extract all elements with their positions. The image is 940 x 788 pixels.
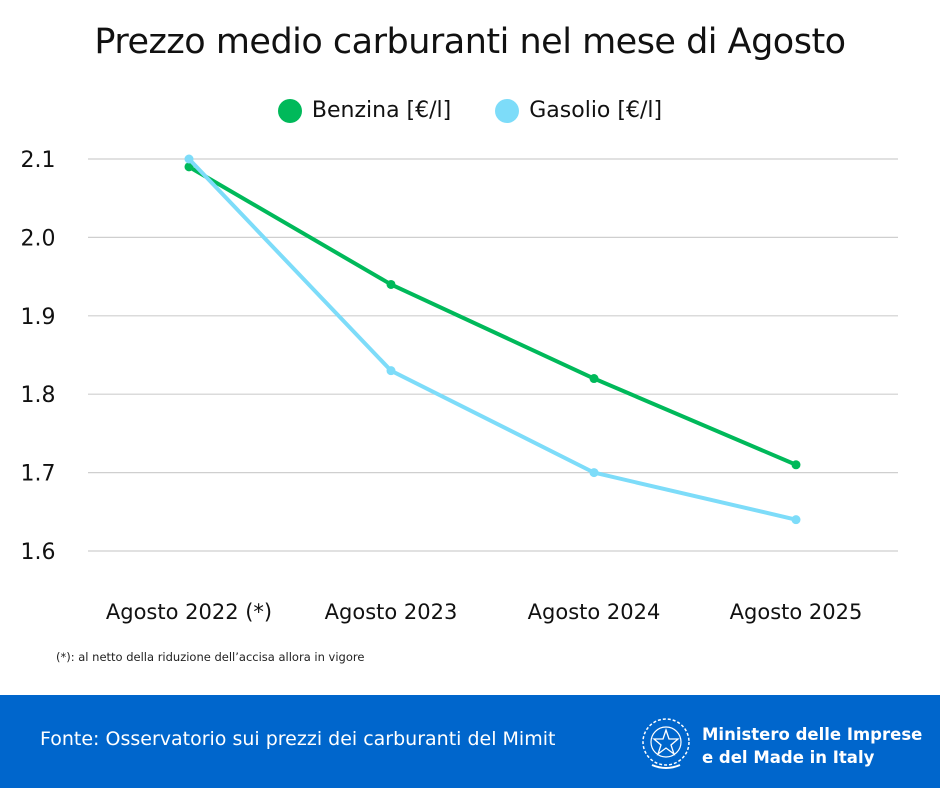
legend: Benzina [€/l] Gasolio [€/l]	[0, 98, 940, 123]
data-point-benzina	[589, 374, 599, 384]
footer-band: Fonte: Osservatorio sui prezzi dei carbu…	[0, 695, 940, 788]
data-point-gasolio	[386, 366, 396, 376]
data-point-gasolio	[589, 468, 599, 478]
data-point-benzina	[184, 162, 194, 172]
y-tick-label: 1.9	[21, 305, 56, 330]
x-tick-label: Agosto 2024	[528, 600, 661, 624]
legend-marker-benzina	[277, 98, 302, 123]
data-point-gasolio	[184, 154, 194, 164]
legend-label-benzina: Benzina [€/l]	[311, 98, 452, 123]
legend-item-gasolio: Gasolio [€/l]	[495, 98, 662, 123]
x-tick-label: Agosto 2025	[730, 600, 863, 624]
footnote: (*): al netto della riduzione dell’accis…	[56, 650, 365, 664]
ministry-line-1: Ministero delle Imprese	[702, 725, 923, 744]
source-text: Fonte: Osservatorio sui prezzi dei carbu…	[40, 728, 556, 750]
line-chart: 1.6 1.7 1.8 1.9 2.0 2.1 Agosto 2022 (*) Agosto …	[21, 148, 898, 624]
series-line-benzina	[187, 165, 797, 467]
x-tick-label: Agosto 2022 (*)	[106, 600, 272, 624]
chart-title: Prezzo medio carburanti nel mese di Agos…	[94, 22, 846, 62]
y-tick-label: 1.8	[21, 383, 56, 408]
legend-item-benzina: Benzina [€/l]	[277, 98, 452, 123]
y-tick-label: 1.6	[21, 540, 56, 565]
x-tick-label: Agosto 2023	[325, 600, 458, 624]
series-line-gasolio	[187, 157, 797, 522]
italian-republic-emblem-icon	[642, 718, 690, 769]
y-tick-label: 1.7	[21, 462, 56, 487]
legend-label-gasolio: Gasolio [€/l]	[529, 98, 663, 123]
y-tick-label: 2.1	[21, 148, 56, 173]
y-tick-label: 2.0	[21, 226, 56, 251]
data-point-benzina	[386, 279, 396, 289]
ministry-name: Ministero delle Imprese e del Made in It…	[702, 723, 922, 769]
data-point-gasolio	[791, 515, 801, 525]
data-point-benzina	[791, 460, 801, 470]
legend-marker-gasolio	[495, 98, 520, 123]
ministry-line-2: e del Made in Italy	[702, 748, 875, 767]
